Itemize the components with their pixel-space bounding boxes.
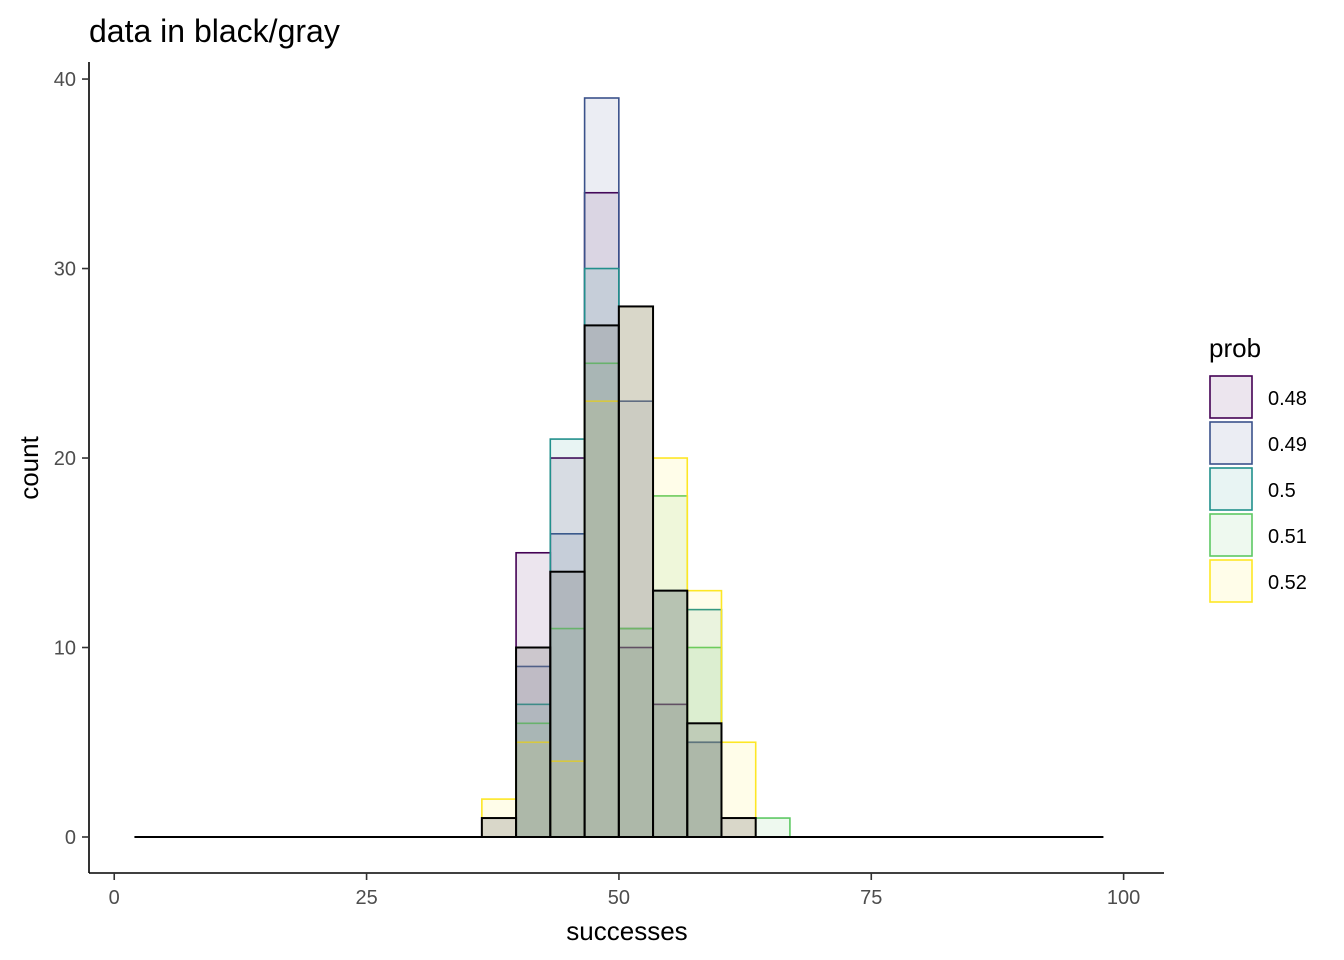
x-axis-title: successes [566,916,687,946]
bar-prob-0.51-bin-4 [618,627,654,838]
bar-prob-0.49-bin-6 [686,741,723,838]
bar-prob-0.52-bin-4 [618,305,654,838]
data-bar-bin-2 [549,570,586,838]
legend-key-0.52 [1209,559,1253,603]
legend-items: 0.48 0.49 0.5 0.51 0.52 [1209,375,1307,603]
bar-prob-0.52-bin-6 [686,589,723,838]
data-bars-layer [480,305,757,838]
data-bar-bin-4 [617,305,655,838]
x-tick-label-75: 75 [860,887,882,909]
y-tick-label-0: 0 [65,827,76,849]
legend-key-0.49 [1209,421,1253,465]
x-tick-label-50: 50 [608,887,630,909]
data-bar-bin-1 [515,646,552,838]
legend-label-0.51: 0.51 [1268,526,1307,548]
bar-prob-0.52-bin-5 [652,457,689,838]
x-tick-label-0: 0 [109,887,120,909]
legend-label-0.52: 0.52 [1268,572,1307,594]
legend: prob 0.48 0.49 0.5 0.51 0.52 [1209,333,1307,603]
legend-label-0.49: 0.49 [1268,434,1307,456]
data-bar-bin-5 [652,589,689,838]
x-tick-label-100: 100 [1107,887,1140,909]
bar-prob-0.48-bin-2 [549,457,586,838]
chart-title: data in black/gray [89,13,340,49]
bar-prob-0.51-bin-2 [549,627,586,838]
y-tick-label-10: 10 [54,638,76,660]
y-axis-title: count [14,435,44,499]
bar-prob-0.51-bin-3 [583,362,620,838]
y-tick-label-20: 20 [54,448,76,470]
bar-prob-0.49-bin-4 [618,400,654,838]
y-tick-label-40: 40 [54,69,76,91]
data-bar-bin-0 [480,817,518,838]
axes-layer: 0 25 50 75 100 0 10 20 30 40 [54,62,1164,909]
bar-prob-0.51-bin-8 [754,817,791,838]
legend-key-0.51 [1209,513,1253,557]
data-bar-bin-7 [720,817,757,838]
x-tick-label-25: 25 [355,887,377,909]
legend-label-0.48: 0.48 [1268,388,1307,410]
legend-key-0.5 [1209,467,1253,511]
y-tick-label-30: 30 [54,259,76,281]
legend-title: prob [1209,333,1261,363]
legend-label-0.5: 0.5 [1268,480,1296,502]
bar-prob-0.52-bin-1 [515,741,552,838]
bar-prob-0.5-bin-2 [549,438,586,838]
legend-key-0.48 [1209,375,1253,419]
bar-prob-0.51-bin-5 [652,495,689,838]
data-bar-bin-3 [583,324,620,838]
data-bar-bin-6 [686,722,723,838]
